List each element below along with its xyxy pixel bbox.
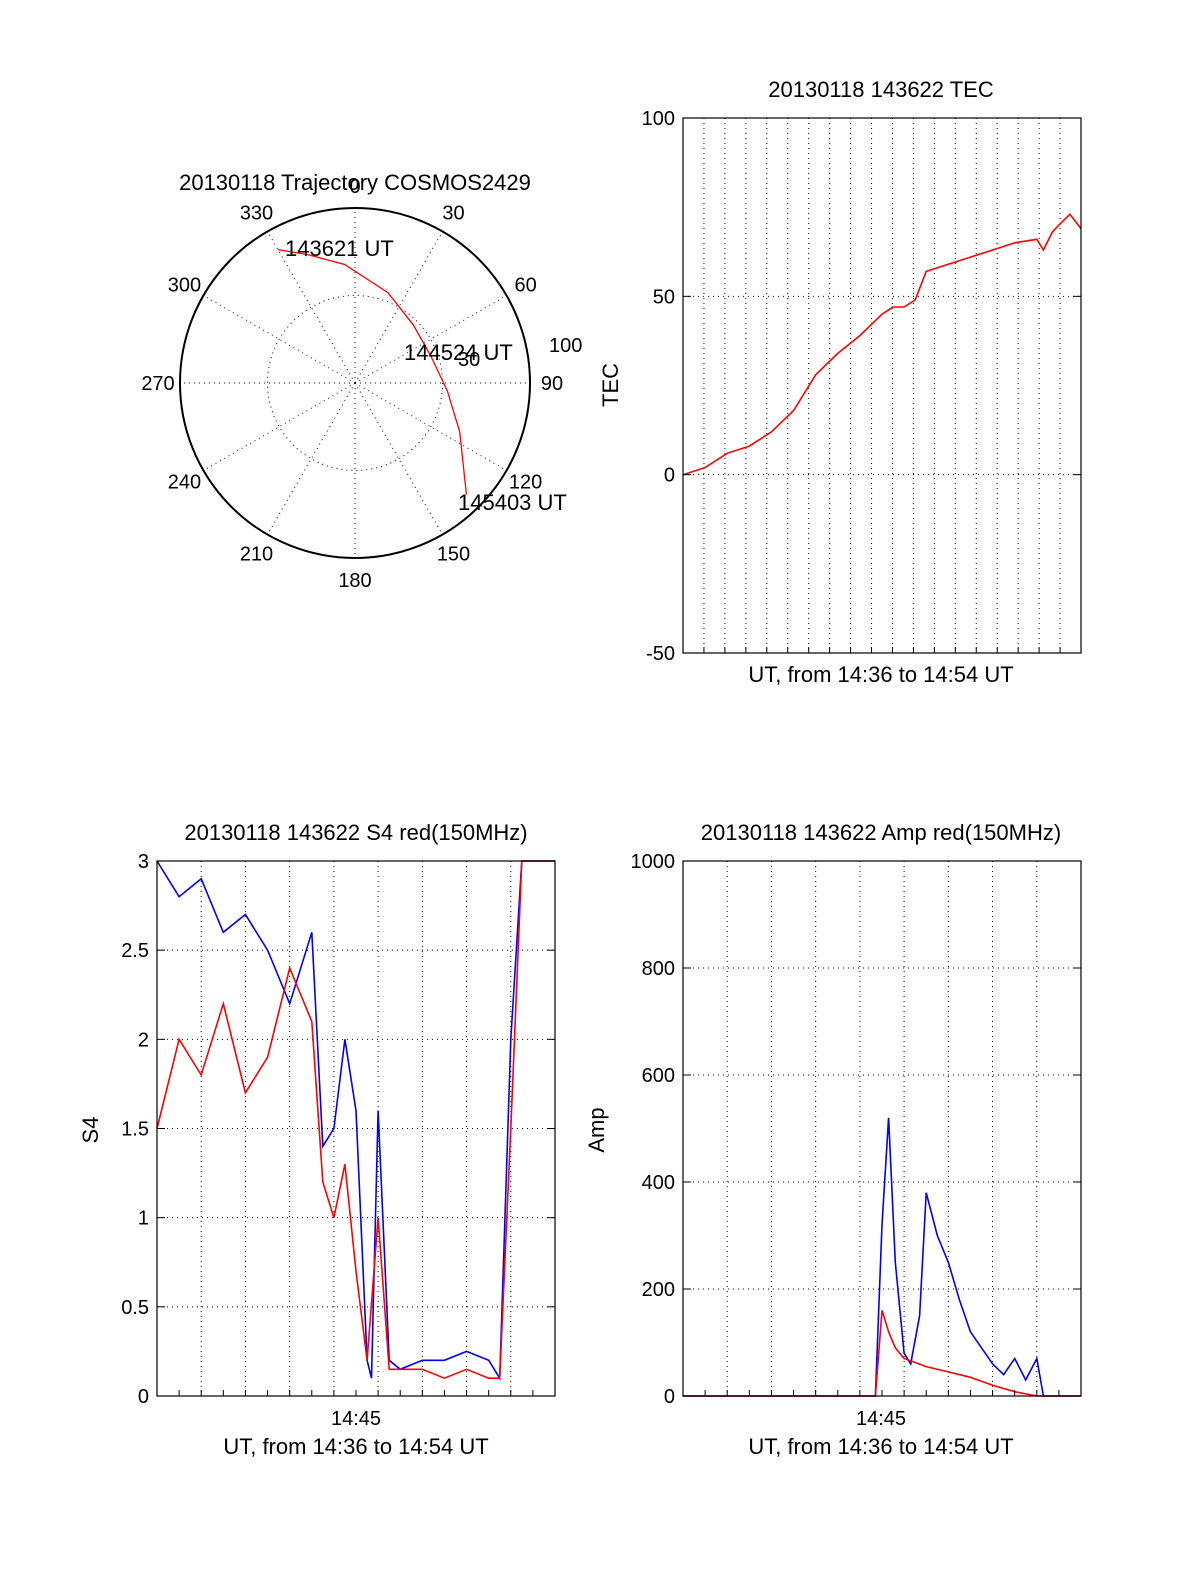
amp-line-chart: 20130118 143622 Amp red(150MHz) UT, from…: [584, 820, 1082, 1459]
s4-y-tick-label: 1.5: [121, 1119, 149, 1141]
amp-y-axis-label: Amp: [584, 1107, 609, 1152]
polar-azimuth-label: 0: [349, 176, 360, 198]
polar-azimuth-label: 210: [240, 544, 273, 566]
amp-x-tick-label: 14:45: [856, 1408, 906, 1430]
polar-spoke: [267, 231, 356, 384]
s4-line-chart: 20130118 143622 S4 red(150MHz) UT, from …: [78, 820, 556, 1459]
tec-y-axis-label: TEC: [598, 363, 623, 407]
polar-azimuth-label: 330: [240, 202, 273, 224]
polar-outer-circle: [179, 207, 531, 559]
s4-series-line: [156, 860, 555, 1381]
s4-y-tick-label: 2: [138, 1029, 149, 1051]
amp-y-tick-label: 0: [664, 1386, 675, 1408]
polar-azimuth-label: 120: [509, 472, 542, 494]
s4-x-axis-label: UT, from 14:36 to 14:54 UT: [223, 1434, 488, 1459]
amp-y-tick-label: 400: [642, 1172, 675, 1194]
polar-azimuth-label: 240: [168, 472, 201, 494]
amp-x-axis-label: UT, from 14:36 to 14:54 UT: [748, 1434, 1013, 1459]
s4-y-tick-label: 1: [138, 1208, 149, 1230]
amp-y-tick-label: 1000: [631, 851, 676, 873]
tec-series-line: [682, 213, 1082, 476]
polar-chart-title: 20130118 Trajectory COSMOS2429: [179, 170, 531, 195]
s4-x-tick-label: 14:45: [331, 1408, 381, 1430]
s4-y-tick-label: 0.5: [121, 1297, 149, 1319]
polar-azimuth-label: 30: [442, 202, 464, 224]
amp-y-tick-label: 600: [642, 1065, 675, 1087]
s4-series-line: [156, 860, 555, 1380]
s4-y-tick-label: 0: [138, 1386, 149, 1408]
polar-azimuth-label: 90: [541, 373, 563, 395]
tec-y-tick-label: 0: [664, 465, 675, 487]
tec-y-tick-label: 50: [653, 286, 675, 308]
polar-spoke: [354, 295, 507, 384]
polar-azimuth-label: 150: [437, 544, 470, 566]
trajectory-end-annotation: 145403 UT: [458, 490, 567, 515]
polar-spoke: [354, 382, 507, 471]
trajectory-mid-annotation: 144524 UT: [404, 340, 513, 365]
polar-spoke: [203, 382, 356, 471]
amp-series-line: [683, 1117, 1081, 1397]
s4-y-tick-label: 2.5: [121, 940, 149, 962]
tec-y-tick-label: 100: [642, 108, 675, 130]
polar-azimuth-label: 270: [141, 373, 174, 395]
polar-radial-label: 30: [458, 349, 480, 371]
trajectory-polar-chart: 20130118 Trajectory COSMOS2429 0 30 60 90 12…: [141, 170, 582, 592]
polar-radial-label: 100: [549, 335, 582, 357]
trajectory-start-annotation: 143621 UT: [285, 236, 394, 261]
polar-azimuth-label: 180: [338, 570, 371, 592]
tec-x-axis-label: UT, from 14:36 to 14:54 UT: [748, 662, 1013, 687]
tec-plot-frame: [682, 117, 1082, 654]
s4-y-axis-label: S4: [78, 1117, 103, 1144]
s4-y-tick-label: 3: [138, 851, 149, 873]
polar-azimuth-label: 60: [514, 275, 536, 297]
polar-inner-circle: [267, 295, 443, 471]
polar-spoke: [354, 382, 443, 535]
amp-y-tick-label: 200: [642, 1279, 675, 1301]
polar-spoke: [203, 295, 356, 384]
tec-line-chart: 20130118 143622 TEC UT, from 14:36 to 14…: [598, 77, 1082, 687]
s4-chart-title: 20130118 143622 S4 red(150MHz): [184, 820, 527, 845]
amp-y-tick-label: 800: [642, 958, 675, 980]
polar-spoke: [354, 231, 443, 384]
polar-spoke: [267, 382, 356, 535]
amp-series-line: [683, 1310, 1081, 1397]
amp-chart-title: 20130118 143622 Amp red(150MHz): [701, 820, 1061, 845]
polar-trajectory-line: [277, 248, 468, 495]
polar-azimuth-label: 300: [168, 275, 201, 297]
tec-y-tick-label: -50: [646, 643, 675, 665]
tec-chart-title: 20130118 143622 TEC: [768, 77, 994, 102]
